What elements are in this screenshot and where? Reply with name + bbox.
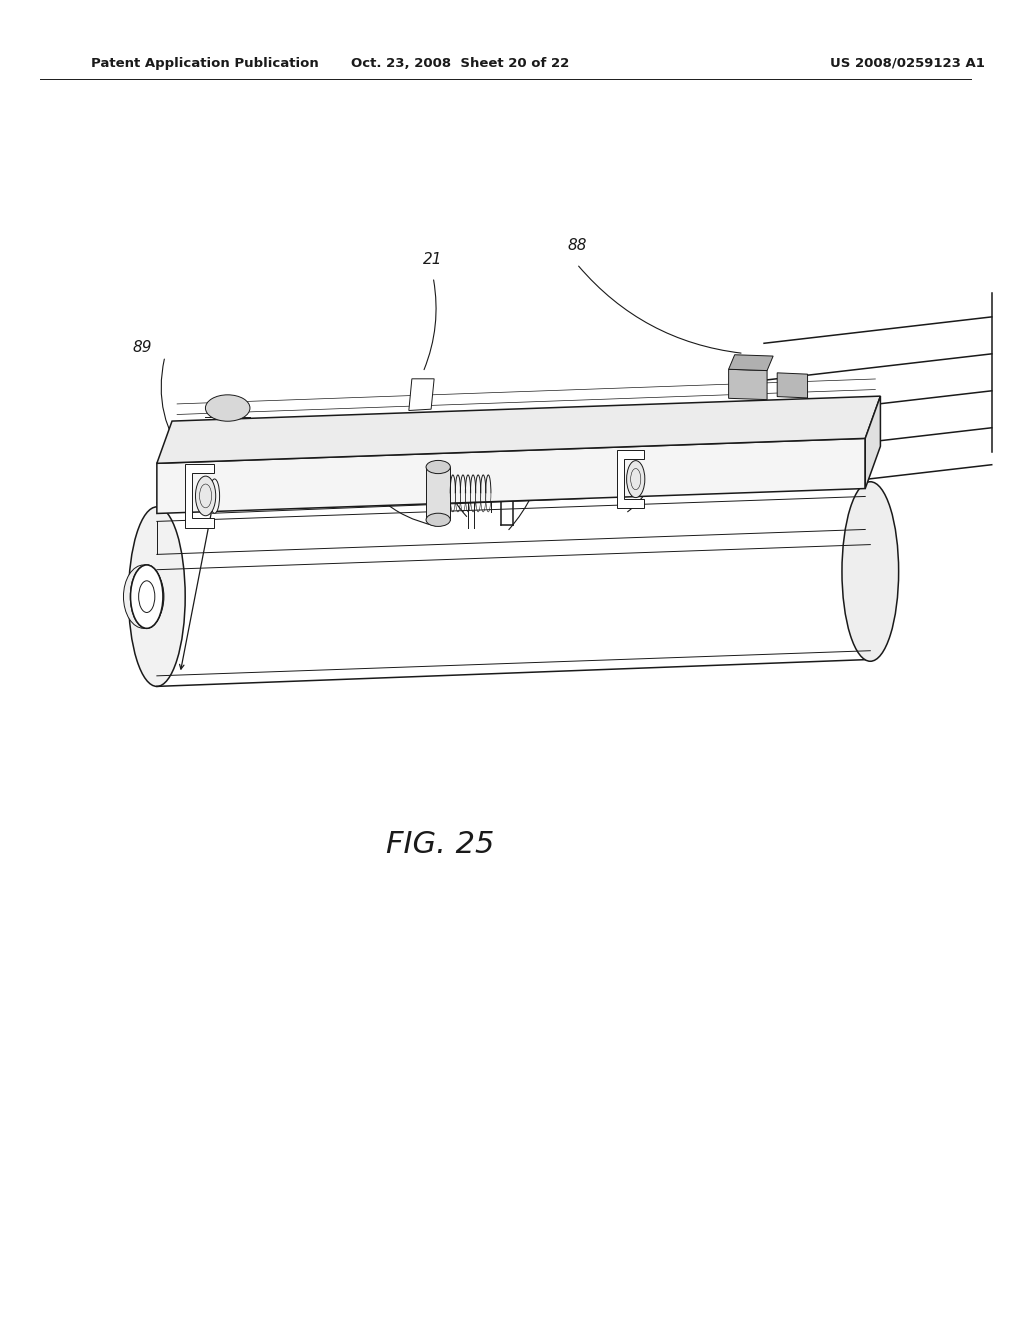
Polygon shape [777,372,808,397]
Text: 92: 92 [333,454,352,469]
Text: Patent Application Publication: Patent Application Publication [91,57,318,70]
Ellipse shape [130,565,163,628]
Text: 21: 21 [423,252,442,267]
Ellipse shape [426,461,451,474]
Ellipse shape [210,479,219,513]
Polygon shape [865,396,881,488]
Text: 89: 89 [663,449,682,465]
Polygon shape [157,396,881,463]
Text: FIG. 25: FIG. 25 [386,830,495,859]
Ellipse shape [124,565,164,628]
Polygon shape [185,465,214,528]
Polygon shape [729,370,767,400]
Ellipse shape [627,461,645,498]
Ellipse shape [130,565,163,628]
Polygon shape [729,355,773,371]
Text: Oct. 23, 2008  Sheet 20 of 22: Oct. 23, 2008 Sheet 20 of 22 [351,57,569,70]
Polygon shape [617,450,644,508]
Ellipse shape [426,513,451,527]
Text: 91: 91 [537,457,556,471]
Text: 14: 14 [208,469,227,483]
Polygon shape [426,467,451,520]
Ellipse shape [842,482,899,661]
Text: 89: 89 [132,339,152,355]
Text: US 2008/0259123 A1: US 2008/0259123 A1 [829,57,985,70]
Polygon shape [157,438,865,513]
Text: 90: 90 [427,457,446,471]
Text: 88: 88 [567,239,587,253]
Polygon shape [409,379,434,411]
Ellipse shape [196,477,216,516]
Ellipse shape [206,395,250,421]
Ellipse shape [129,507,185,686]
